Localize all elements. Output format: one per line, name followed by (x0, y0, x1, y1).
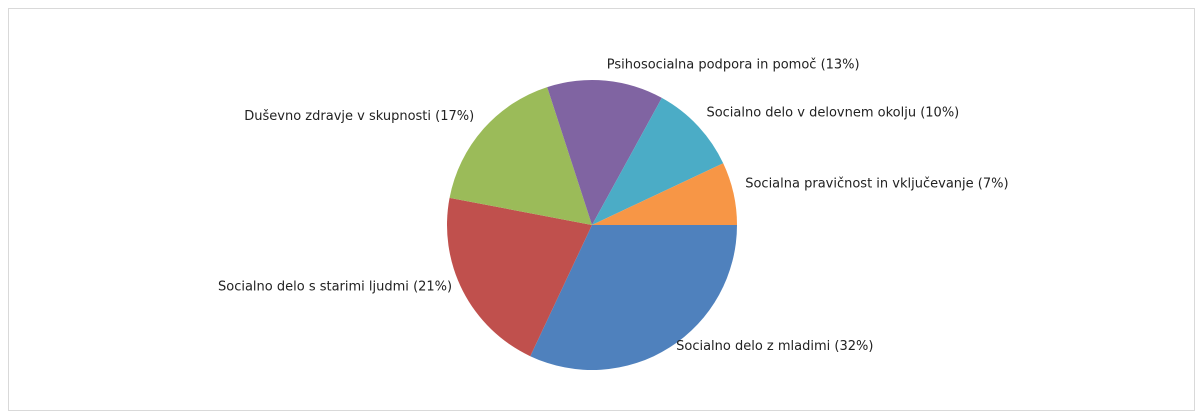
slice-label: Psihosocialna podpora in pomoč (13%) (607, 57, 860, 72)
pie-slice (449, 87, 592, 225)
slice-name: Socialno delo s starimi ljudmi (218, 279, 409, 294)
slice-label: Socialno delo v delovnem okolju (10%) (706, 105, 959, 120)
slice-name: Duševno zdravje v skupnosti (244, 108, 431, 123)
slice-name: Psihosocialna podpora in pomoč (607, 57, 817, 72)
slice-value: (32%) (834, 339, 873, 354)
slice-label: Socialno delo z mladimi (32%) (676, 339, 873, 354)
slice-name: Socialno delo v delovnem okolju (706, 105, 916, 120)
slice-value: (10%) (920, 105, 959, 120)
slice-value: (21%) (413, 279, 452, 294)
pie-slice (547, 80, 662, 226)
pie-slice (447, 197, 592, 357)
slice-name: Socialna pravičnost in vključevanje (745, 176, 973, 191)
pie-slice (592, 97, 724, 225)
slice-value: (17%) (435, 108, 474, 123)
slice-label: Socialno delo s starimi ljudmi (21%) (218, 279, 452, 294)
slice-name: Socialno delo z mladimi (676, 339, 830, 354)
pie-slice (530, 225, 737, 370)
slice-value: (13%) (821, 57, 860, 72)
slice-value: (7%) (978, 176, 1009, 191)
slice-label: Socialna pravičnost in vključevanje (7%) (745, 176, 1008, 191)
pie-slice (592, 163, 737, 225)
slice-label: Duševno zdravje v skupnosti (17%) (244, 108, 474, 123)
